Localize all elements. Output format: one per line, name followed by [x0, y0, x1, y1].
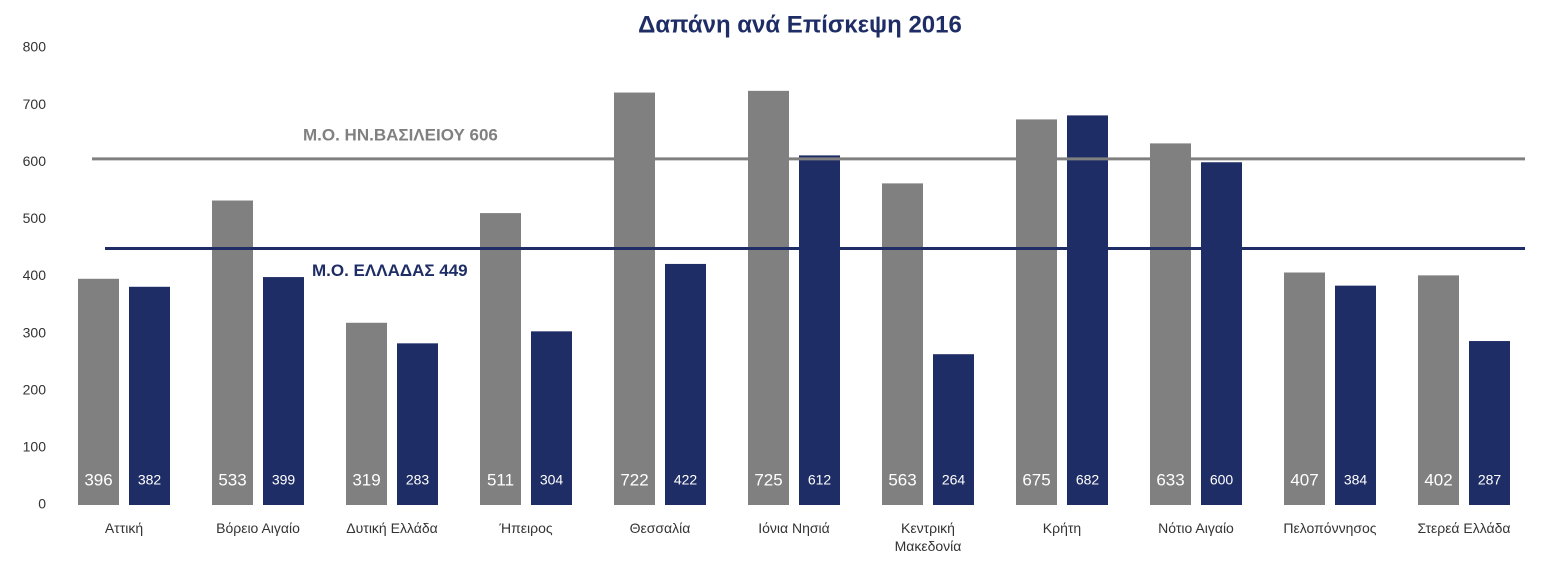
bar [1335, 285, 1376, 505]
value-label: 682 [1076, 472, 1100, 488]
value-label: 612 [808, 472, 832, 488]
value-label: 511 [487, 470, 514, 489]
value-label: 675 [1022, 470, 1050, 489]
bar [665, 263, 706, 505]
reference-label: Μ.Ο. ΗΝ.ΒΑΣΙΛΕΙΟΥ 606 [303, 125, 498, 144]
bar [212, 200, 253, 505]
bar [78, 278, 119, 505]
bar [346, 322, 387, 505]
value-label: 600 [1210, 472, 1234, 488]
x-tick-label: Κεντρική Μακεδονία [894, 520, 962, 554]
bar [882, 183, 923, 506]
value-label: 533 [218, 470, 246, 489]
value-label: 422 [674, 472, 698, 488]
y-tick-label: 600 [23, 153, 47, 169]
x-tick-label: Ήπειρος [499, 520, 553, 536]
bar [1016, 119, 1057, 505]
bar [397, 343, 438, 505]
bar [263, 277, 304, 505]
bar [799, 155, 840, 505]
value-label: 402 [1424, 470, 1452, 489]
bar [1150, 143, 1191, 505]
value-label: 384 [1344, 472, 1368, 488]
chart-title: Δαπάνη ανά Επίσκεψη 2016 [638, 11, 962, 38]
reference-label: Μ.Ο. ΕΛΛΑΔΑΣ 449 [312, 261, 468, 280]
bar [1469, 341, 1510, 505]
bar [614, 92, 655, 506]
value-label: 563 [888, 470, 916, 489]
value-label: 304 [540, 472, 564, 488]
x-tick-label: Δυτική Ελλάδα [346, 520, 438, 536]
bar [933, 354, 974, 505]
x-tick-label: Κρήτη [1042, 520, 1082, 536]
x-tick-label: Αττική [104, 520, 144, 536]
bar [1201, 162, 1242, 505]
x-tick-label: Πελοπόννησος [1283, 520, 1377, 536]
y-tick-label: 0 [38, 496, 46, 512]
y-tick-label: 300 [23, 324, 47, 340]
y-tick-label: 400 [23, 267, 47, 283]
bar [1284, 272, 1325, 505]
y-tick-label: 100 [23, 439, 47, 455]
y-tick-label: 200 [23, 381, 47, 397]
x-tick-label: Στερεά Ελλάδα [1417, 520, 1511, 536]
value-label: 633 [1156, 470, 1184, 489]
x-tick-label: Νότιο Αιγαίο [1158, 520, 1234, 536]
bar [480, 213, 521, 505]
value-label: 407 [1290, 470, 1318, 489]
value-label: 382 [138, 472, 162, 488]
bar [748, 90, 789, 505]
x-tick-label: Θεσσαλία [629, 520, 691, 536]
bar [1067, 115, 1108, 505]
x-tick-label: Ιόνια Νησιά [758, 520, 830, 536]
y-tick-label: 700 [23, 96, 47, 112]
bar [531, 331, 572, 505]
value-label: 399 [272, 472, 296, 488]
bar [129, 286, 170, 505]
y-tick-label: 500 [23, 210, 47, 226]
y-tick-label: 800 [23, 39, 47, 55]
value-label: 319 [352, 470, 380, 489]
value-label: 722 [620, 470, 648, 489]
value-label: 283 [406, 472, 430, 488]
value-label: 396 [84, 470, 112, 489]
bar [1418, 275, 1459, 505]
value-label: 264 [942, 472, 966, 488]
x-tick-label: Βόρειο Αιγαίο [216, 520, 300, 536]
value-label: 725 [754, 470, 782, 489]
value-label: 287 [1478, 472, 1502, 488]
